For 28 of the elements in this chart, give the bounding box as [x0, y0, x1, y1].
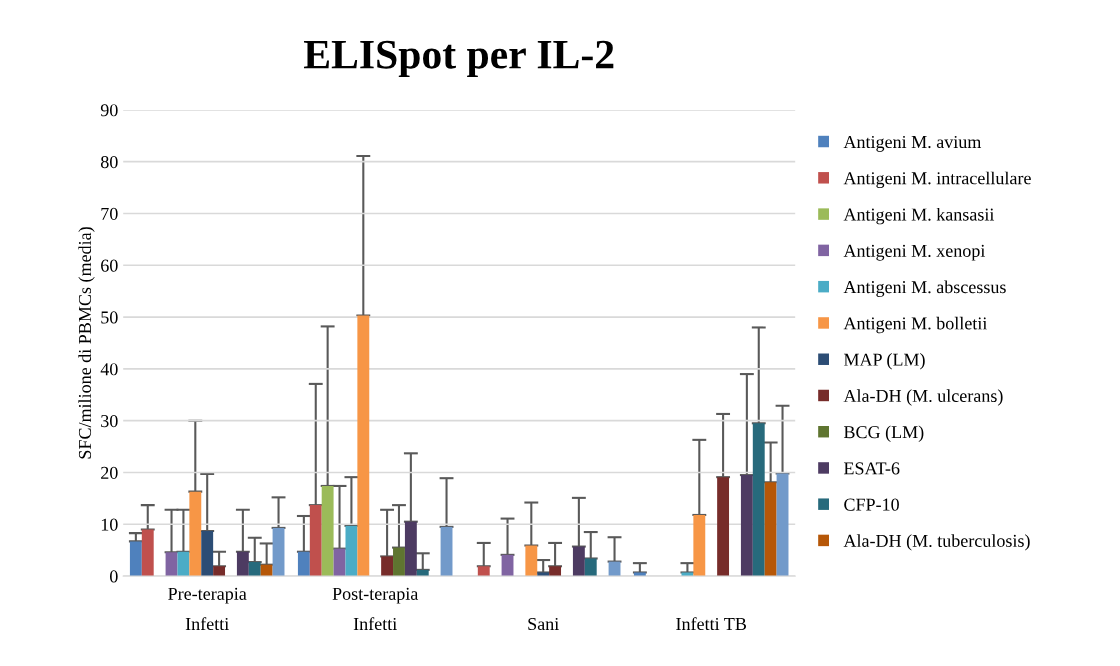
y-tick-label: 10 — [101, 518, 118, 531]
legend-label: ESAT-6 — [843, 462, 900, 475]
y-axis-title: SFC/milione di PBMCs (media) — [78, 227, 95, 459]
y-tick-label: 60 — [101, 259, 118, 272]
legend-label: Antigeni M. intracellulare — [843, 171, 1031, 189]
legend-label: Ala-DH (M. tuberculosis) — [843, 534, 1030, 551]
legend-label: Antigeni M. xenopi — [843, 244, 986, 261]
legend-label: MAP (LM) — [843, 353, 925, 370]
y-tick-label: 30 — [101, 414, 118, 428]
legend-label: BCG (LM) — [843, 425, 924, 442]
legend-label: Antigeni M. abscessus — [843, 280, 1006, 297]
y-tick-label: 70 — [101, 207, 118, 220]
x-tick-label: Post-terapia Infetti — [332, 587, 419, 631]
x-tick-label: Sani — [528, 617, 559, 631]
y-tick-label: 90 — [100, 104, 118, 117]
y-tick-label: 50 — [101, 311, 118, 324]
y-tick-label: 40 — [100, 363, 118, 376]
legend-label: CFP-10 — [844, 498, 899, 511]
y-tick-label: 80 — [100, 155, 118, 169]
legend-label: Antigeni M. kansasii — [843, 207, 995, 225]
x-tick-label: Pre-terapia Infetti — [168, 587, 247, 631]
y-tick-label: 20 — [101, 466, 118, 479]
x-tick-label: Infetti TB — [676, 617, 747, 631]
chart-title: ELISpot per IL-2 — [303, 40, 614, 78]
y-tick-label: 0 — [110, 570, 118, 583]
legend-label: Ala-DH (M. ulcerans) — [843, 389, 1003, 406]
legend-label: Antigeni M. avium — [843, 135, 982, 152]
legend-label: Antigeni M. bolletii — [843, 316, 988, 334]
